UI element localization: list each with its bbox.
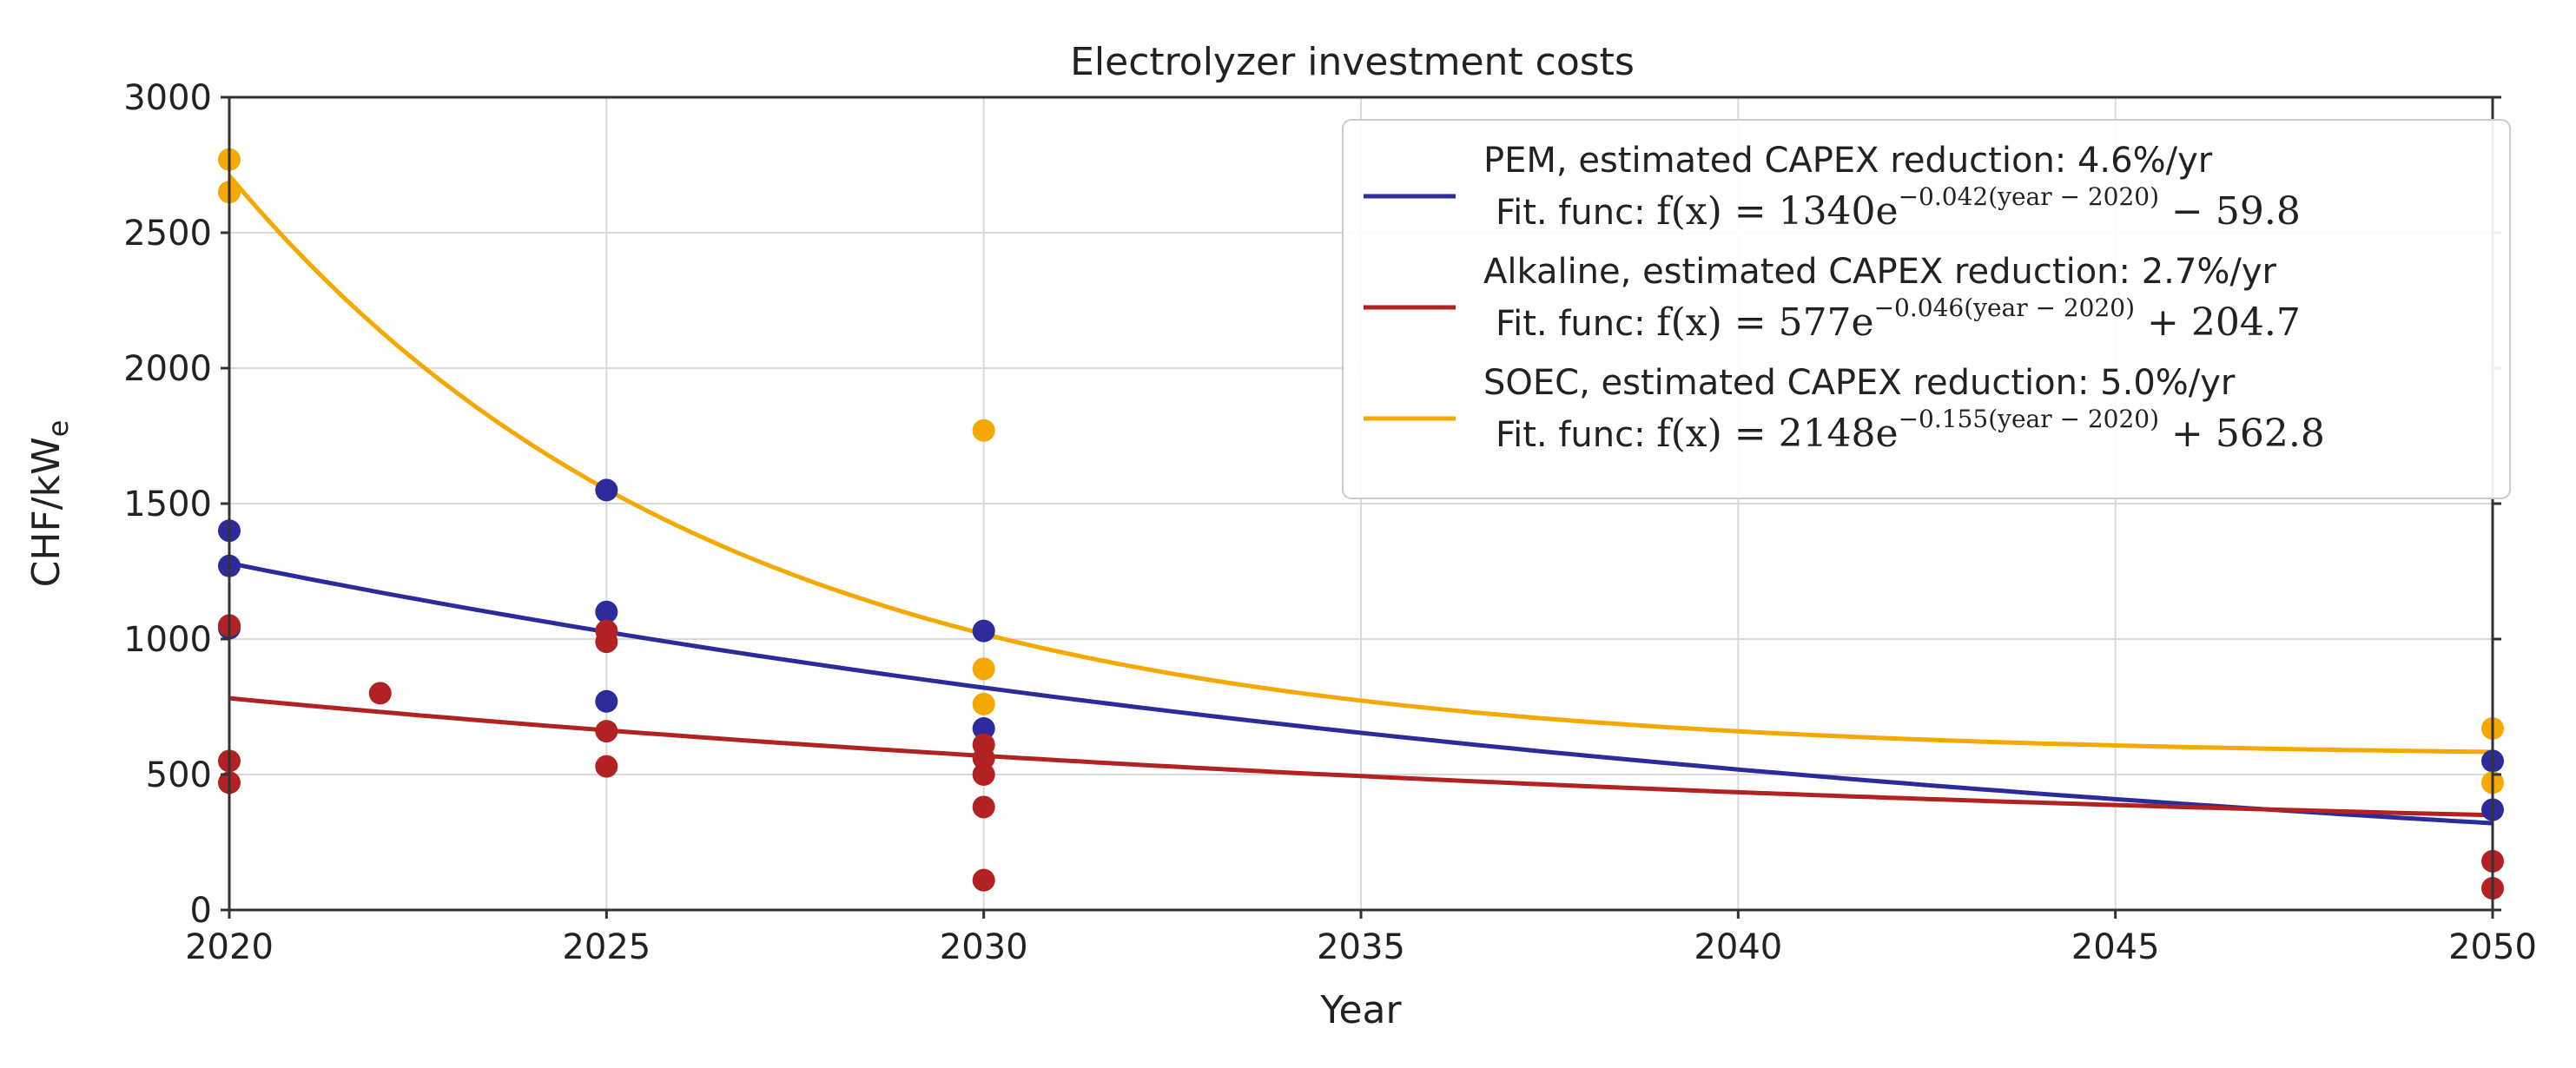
legend-fit-offset: + 204.7	[2135, 300, 2301, 345]
y-axis-title: CHF/kWe	[24, 420, 75, 588]
data-point	[595, 600, 618, 623]
y-axis-title-subscript: e	[42, 420, 75, 438]
y-tick-label: 2500	[123, 214, 212, 254]
chart-title: Electrolyzer investment costs	[1070, 40, 1635, 84]
data-point	[595, 689, 618, 713]
x-axis-title: Year	[1319, 988, 1402, 1032]
legend-entry-name: PEM, estimated CAPEX reduction: 4.6%/yr	[1483, 141, 2213, 181]
y-tick-label: 2000	[123, 349, 212, 389]
x-tick-label: 2020	[185, 927, 274, 967]
legend-fit-offset: + 562.8	[2159, 412, 2325, 456]
data-point	[972, 868, 995, 892]
data-point	[972, 716, 995, 740]
legend-entry-fit: Fit. func: f(x) = 577e−0.046(year − 2020…	[1496, 293, 2301, 345]
x-tick-label: 2050	[2448, 927, 2537, 967]
legend-entry-fit: Fit. func: f(x) = 1340e−0.042(year − 202…	[1496, 182, 2301, 234]
legend-fit-offset: − 59.8	[2159, 189, 2301, 234]
data-point	[595, 478, 618, 502]
legend-entry-name: Alkaline, estimated CAPEX reduction: 2.7…	[1483, 252, 2276, 292]
data-point	[972, 795, 995, 819]
data-points	[218, 148, 2504, 900]
data-point	[368, 682, 392, 705]
y-tick-label: 1000	[123, 620, 212, 660]
x-tick-label: 2045	[2071, 927, 2160, 967]
data-point	[972, 419, 995, 442]
legend-fit-exponent: −0.046(year − 2020)	[1874, 293, 2135, 322]
legend-fit-exponent: −0.155(year − 2020)	[1899, 405, 2159, 433]
x-tick-label: 2035	[1317, 927, 1405, 967]
x-tick-label: 2025	[562, 927, 651, 967]
data-point	[595, 755, 618, 778]
y-tick-label: 3000	[123, 78, 212, 118]
y-tick-label: 1500	[123, 485, 212, 524]
legend-fit-label: Fit. func:	[1496, 415, 1656, 455]
legend-fit-exponent: −0.042(year − 2020)	[1899, 182, 2159, 211]
data-point	[595, 720, 618, 743]
legend-fit-main: f(x) = 1340e	[1656, 189, 1898, 234]
data-point	[972, 692, 995, 715]
data-point	[972, 763, 995, 786]
tick-labels: 2020 2025 2030 2035 2040 2045 2050 0 500 1000 1500…	[123, 78, 2537, 967]
x-tick-label: 2040	[1694, 927, 1782, 967]
data-point	[972, 657, 995, 681]
data-point	[972, 619, 995, 643]
legend-fit-label: Fit. func:	[1496, 193, 1656, 233]
legend-box	[1342, 119, 2511, 499]
x-tick-label: 2030	[940, 927, 1028, 967]
legend-fit-main: f(x) = 577e	[1656, 300, 1873, 345]
data-point	[595, 630, 618, 654]
legend: PEM, estimated CAPEX reduction: 4.6%/yrF…	[1342, 119, 2511, 499]
data-point	[972, 747, 995, 770]
legend-entry-name: SOEC, estimated CAPEX reduction: 5.0%/yr	[1483, 363, 2236, 403]
y-axis-title-main: CHF/kW	[24, 437, 69, 587]
legend-fit-label: Fit. func:	[1496, 304, 1656, 344]
y-tick-label: 500	[146, 755, 212, 795]
legend-entry-fit: Fit. func: f(x) = 2148e−0.155(year − 202…	[1496, 405, 2325, 456]
legend-fit-main: f(x) = 2148e	[1656, 412, 1898, 456]
y-tick-label: 0	[190, 891, 212, 931]
